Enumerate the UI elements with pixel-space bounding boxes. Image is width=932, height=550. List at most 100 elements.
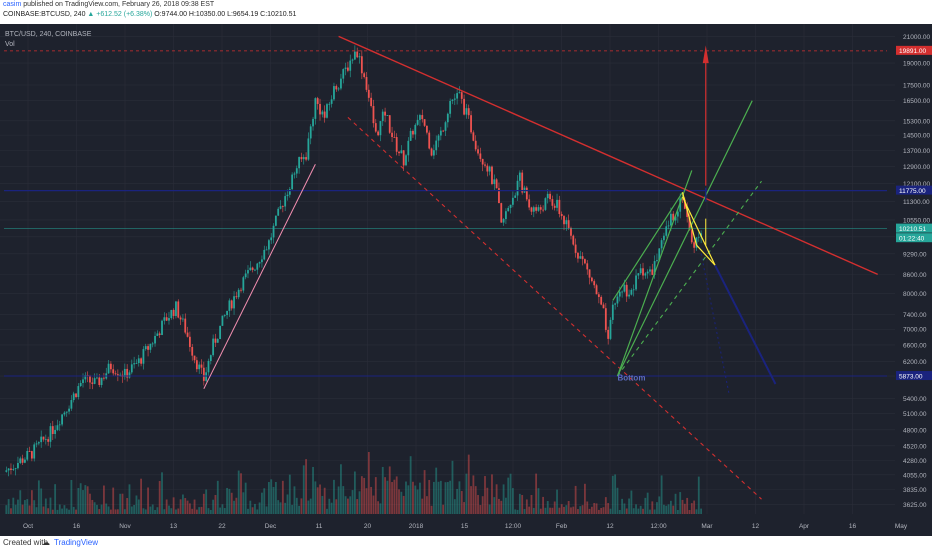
candle-body [312,118,314,127]
candle-body [460,92,463,99]
x-tick-label: 11 [316,523,323,530]
candle-body [453,98,456,100]
volume-bar [268,482,270,514]
volume-bar [539,508,542,514]
volume-bar [479,505,482,514]
tradingview-link[interactable]: TradingView [54,538,99,547]
volume-bar [161,472,163,514]
candle-body [551,199,554,206]
volume-bar [72,506,75,514]
candle-body [10,468,12,470]
candle-body [323,111,326,118]
volume-bar [604,497,607,514]
candle-body [360,56,363,74]
x-tick-label: Oct [23,523,33,530]
chart-symbol-label: BTC/USD, 240, COINBASE [5,31,92,38]
volume-bar [395,476,398,514]
candle-body [151,343,154,345]
volume-bar [261,492,263,514]
candle-body [272,225,275,238]
volume-bar [681,499,684,514]
volume-bar [89,493,91,514]
chart-panel[interactable]: Bottom 21000.00 19000.00 17500.00 16500.00 1… [0,24,932,536]
candle-body [477,149,479,154]
volume-bar [316,487,319,514]
price-chart[interactable]: Bottom 21000.00 19000.00 17500.00 16500.00 1… [0,24,932,536]
volume-bar [182,494,184,514]
volume-bar [398,489,400,514]
target-arrow-head [702,45,709,64]
candle-body [177,301,180,318]
volume-bar [379,503,382,514]
volume-bar [5,505,8,514]
y-tick-label: 7400.00 [903,312,927,319]
y-tick-label: 14500.00 [903,133,930,140]
volume-bar [377,501,380,514]
candle-body [326,104,328,118]
volume-bar [202,493,205,514]
volume-label: Vol [5,41,15,48]
volume-bar [649,509,651,514]
candle-body [205,372,208,381]
candle-body [521,172,524,193]
volume-bar [669,500,672,514]
candle-body [33,444,36,459]
candle-body [665,226,668,236]
volume-bar [242,492,245,514]
volume-bar [149,506,152,514]
candle-body [154,335,156,344]
candle-body [170,309,173,319]
volume-bar [240,473,242,514]
volume-bar [544,507,547,514]
candle-body [98,377,101,386]
volume-bar [274,481,277,514]
volume-bar [91,499,94,514]
volume-bar [439,480,442,514]
volume-bar [70,479,73,514]
candle-body [537,207,540,211]
x-tick-label: 2018 [409,523,424,530]
price-tag [896,185,932,195]
volume-bar [614,474,617,514]
candle-body [609,319,612,339]
volume-bar [458,481,461,514]
candle-body [658,248,661,261]
candle-body [577,252,579,259]
candle-body [216,339,219,343]
volume-bar [372,495,375,514]
volume-bar [165,499,168,514]
candle-body [293,173,296,175]
price-tag [896,233,932,243]
candle-body [137,358,140,364]
price-tag-label: 01:22:40 [899,235,925,242]
volume-bar [477,495,479,514]
candle-body [560,213,563,217]
candle-body [265,249,268,251]
volume-bar [119,493,122,514]
candle-body [128,372,131,378]
candle-body [130,364,133,373]
candle-body [616,296,619,304]
volume-bar [209,509,212,514]
volume-bar [314,481,317,514]
candle-body [68,408,70,412]
wedge-line-b [696,244,716,266]
volume-bar [430,505,433,514]
volume-bar [93,502,96,514]
candle-body [82,379,84,383]
candle-body [72,393,75,401]
volume-bar [374,477,377,514]
volume-bar [660,475,663,514]
volume-bar [40,488,43,514]
candle-body [209,355,212,361]
author-link[interactable]: casim [3,1,22,8]
volume-bar [302,465,305,514]
candle-body [188,336,191,347]
volume-bar [511,488,514,514]
volume-bar [26,499,29,514]
candle-body [416,119,419,125]
candle-body [84,375,87,380]
candle-body [653,261,656,275]
publish-info: casim published on TradingView.com, Febr… [3,1,214,8]
candle-body [75,393,77,397]
